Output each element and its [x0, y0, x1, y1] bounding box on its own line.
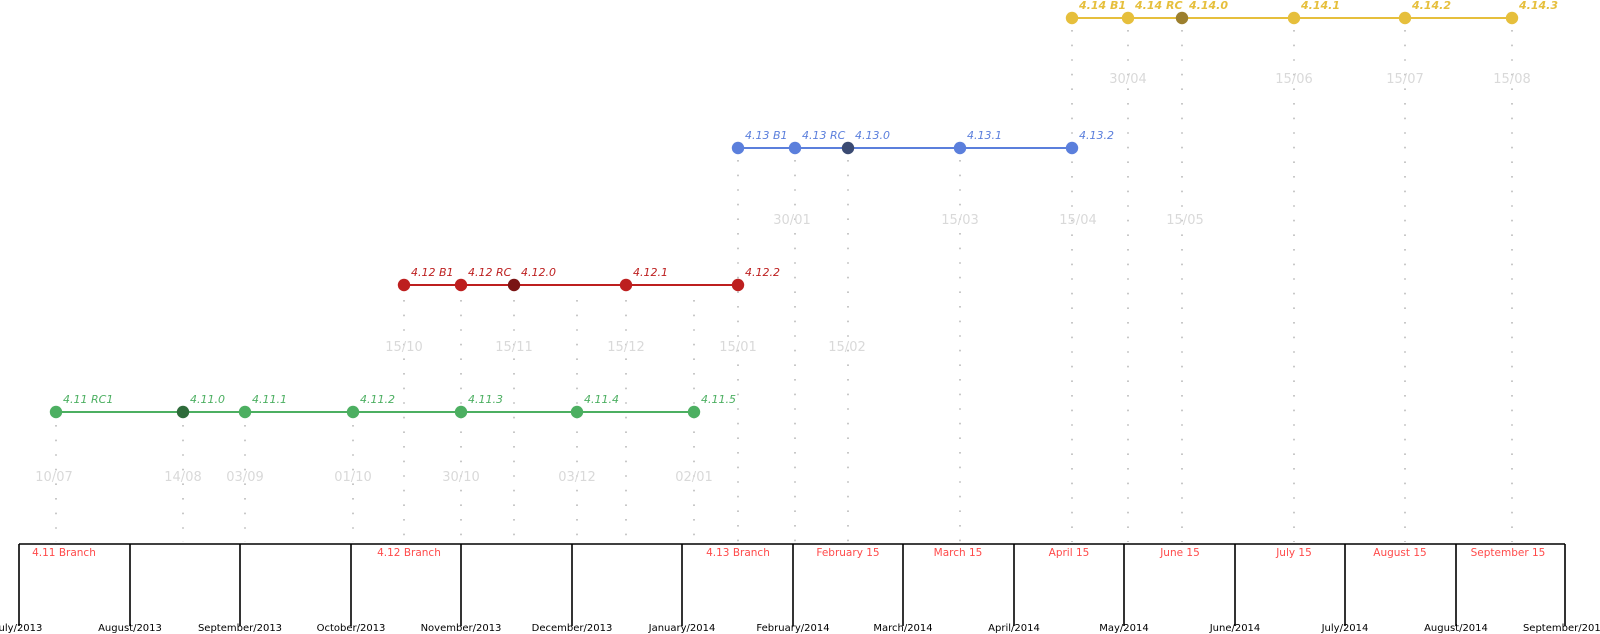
release-label: 4.13.1: [967, 129, 1002, 142]
month-label: November/2013: [421, 623, 502, 634]
release-label: 4.12.2: [745, 266, 780, 279]
event-label: 4.13 Branch: [706, 547, 770, 559]
release-date-label: 15/03: [941, 213, 978, 228]
release-date-label: 02/01: [675, 470, 712, 485]
release-node: [731, 278, 745, 292]
month-label: January/2014: [648, 623, 716, 634]
release-label: 4.11 RC1: [63, 393, 113, 406]
release-label: 4.11.4: [584, 393, 619, 406]
month-label: September/2013: [198, 623, 282, 634]
release-node: [570, 405, 584, 419]
release-node: [1287, 11, 1301, 25]
event-label: June 15: [1159, 547, 1200, 559]
month-label: May/2014: [1099, 623, 1149, 634]
event-label: September 15: [1471, 547, 1546, 559]
release-label: 4.11.1: [252, 393, 287, 406]
release-node: [1121, 11, 1135, 25]
release-date-label: 15/11: [495, 340, 532, 355]
month-label: October/2013: [317, 623, 386, 634]
release-label: 4.14.3: [1518, 0, 1558, 12]
release-label: 4.13 B1: [745, 129, 788, 142]
event-label: February 15: [816, 547, 879, 559]
release-node: [49, 405, 63, 419]
event-label: August 15: [1373, 547, 1426, 559]
release-label: 4.13.0: [855, 129, 890, 142]
release-label: 4.14.2: [1411, 0, 1451, 12]
release-label: 4.14 RC: [1134, 0, 1183, 12]
release-node: [1175, 11, 1189, 25]
release-node: [1065, 11, 1079, 25]
release-date-label: 03/09: [226, 470, 263, 485]
release-date-label: 15/01: [719, 340, 756, 355]
month-label: July/2013: [0, 623, 42, 634]
event-label: 4.11 Branch: [32, 547, 96, 559]
release-label: 4.11.3: [468, 393, 503, 406]
release-node: [788, 141, 802, 155]
release-date-label: 03/12: [558, 470, 595, 485]
release-node: [346, 405, 360, 419]
release-date-label: 10/07: [35, 470, 72, 485]
release-date-label: 14/08: [164, 470, 201, 485]
event-label: 4.12 Branch: [377, 547, 441, 559]
release-label: 4.11.0: [190, 393, 225, 406]
month-label: August/2014: [1424, 623, 1488, 634]
release-node: [1505, 11, 1519, 25]
release-node: [454, 278, 468, 292]
release-date-label: 15/06: [1275, 72, 1312, 87]
month-label: September/2014: [1523, 623, 1600, 634]
release-label: 4.14.1: [1300, 0, 1340, 12]
month-label: April/2014: [988, 623, 1040, 634]
release-label: 4.14.0: [1188, 0, 1228, 12]
release-date-label: 30/10: [442, 470, 479, 485]
release-node: [1398, 11, 1412, 25]
release-label: 4.14 B1: [1078, 0, 1126, 12]
release-label: 4.13 RC: [802, 129, 846, 142]
release-date-label: 15/05: [1166, 213, 1203, 228]
release-label: 4.11.5: [701, 393, 736, 406]
release-date-label: 30/01: [773, 213, 810, 228]
release-label: 4.12 RC: [468, 266, 512, 279]
month-label: March/2014: [873, 623, 932, 634]
month-label: July/2014: [1321, 623, 1369, 634]
month-label: February/2014: [756, 623, 829, 634]
release-label: 4.12 B1: [411, 266, 454, 279]
release-node: [454, 405, 468, 419]
event-label: April 15: [1049, 547, 1090, 559]
release-node: [953, 141, 967, 155]
release-date-label: 15/10: [385, 340, 422, 355]
release-date-label: 15/07: [1386, 72, 1423, 87]
release-label: 4.12.1: [633, 266, 668, 279]
event-label: July 15: [1275, 547, 1312, 559]
month-label: August/2013: [98, 623, 162, 634]
release-node: [841, 141, 855, 155]
release-node: [619, 278, 633, 292]
release-node: [176, 405, 190, 419]
release-node: [397, 278, 411, 292]
month-label: June/2014: [1209, 623, 1261, 634]
release-node: [731, 141, 745, 155]
release-node: [238, 405, 252, 419]
month-label: December/2013: [532, 623, 613, 634]
release-node: [1065, 141, 1079, 155]
release-date-label: 15/02: [828, 340, 865, 355]
release-date-label: 15/04: [1059, 213, 1096, 228]
release-node: [687, 405, 701, 419]
release-node: [507, 278, 521, 292]
release-date-label: 30/04: [1109, 72, 1146, 87]
release-date-label: 15/08: [1493, 72, 1530, 87]
release-date-label: 15/12: [607, 340, 644, 355]
release-label: 4.13.2: [1079, 129, 1114, 142]
release-date-label: 01/10: [334, 470, 371, 485]
release-label: 4.12.0: [521, 266, 556, 279]
event-label: March 15: [934, 547, 983, 559]
release-label: 4.11.2: [360, 393, 395, 406]
